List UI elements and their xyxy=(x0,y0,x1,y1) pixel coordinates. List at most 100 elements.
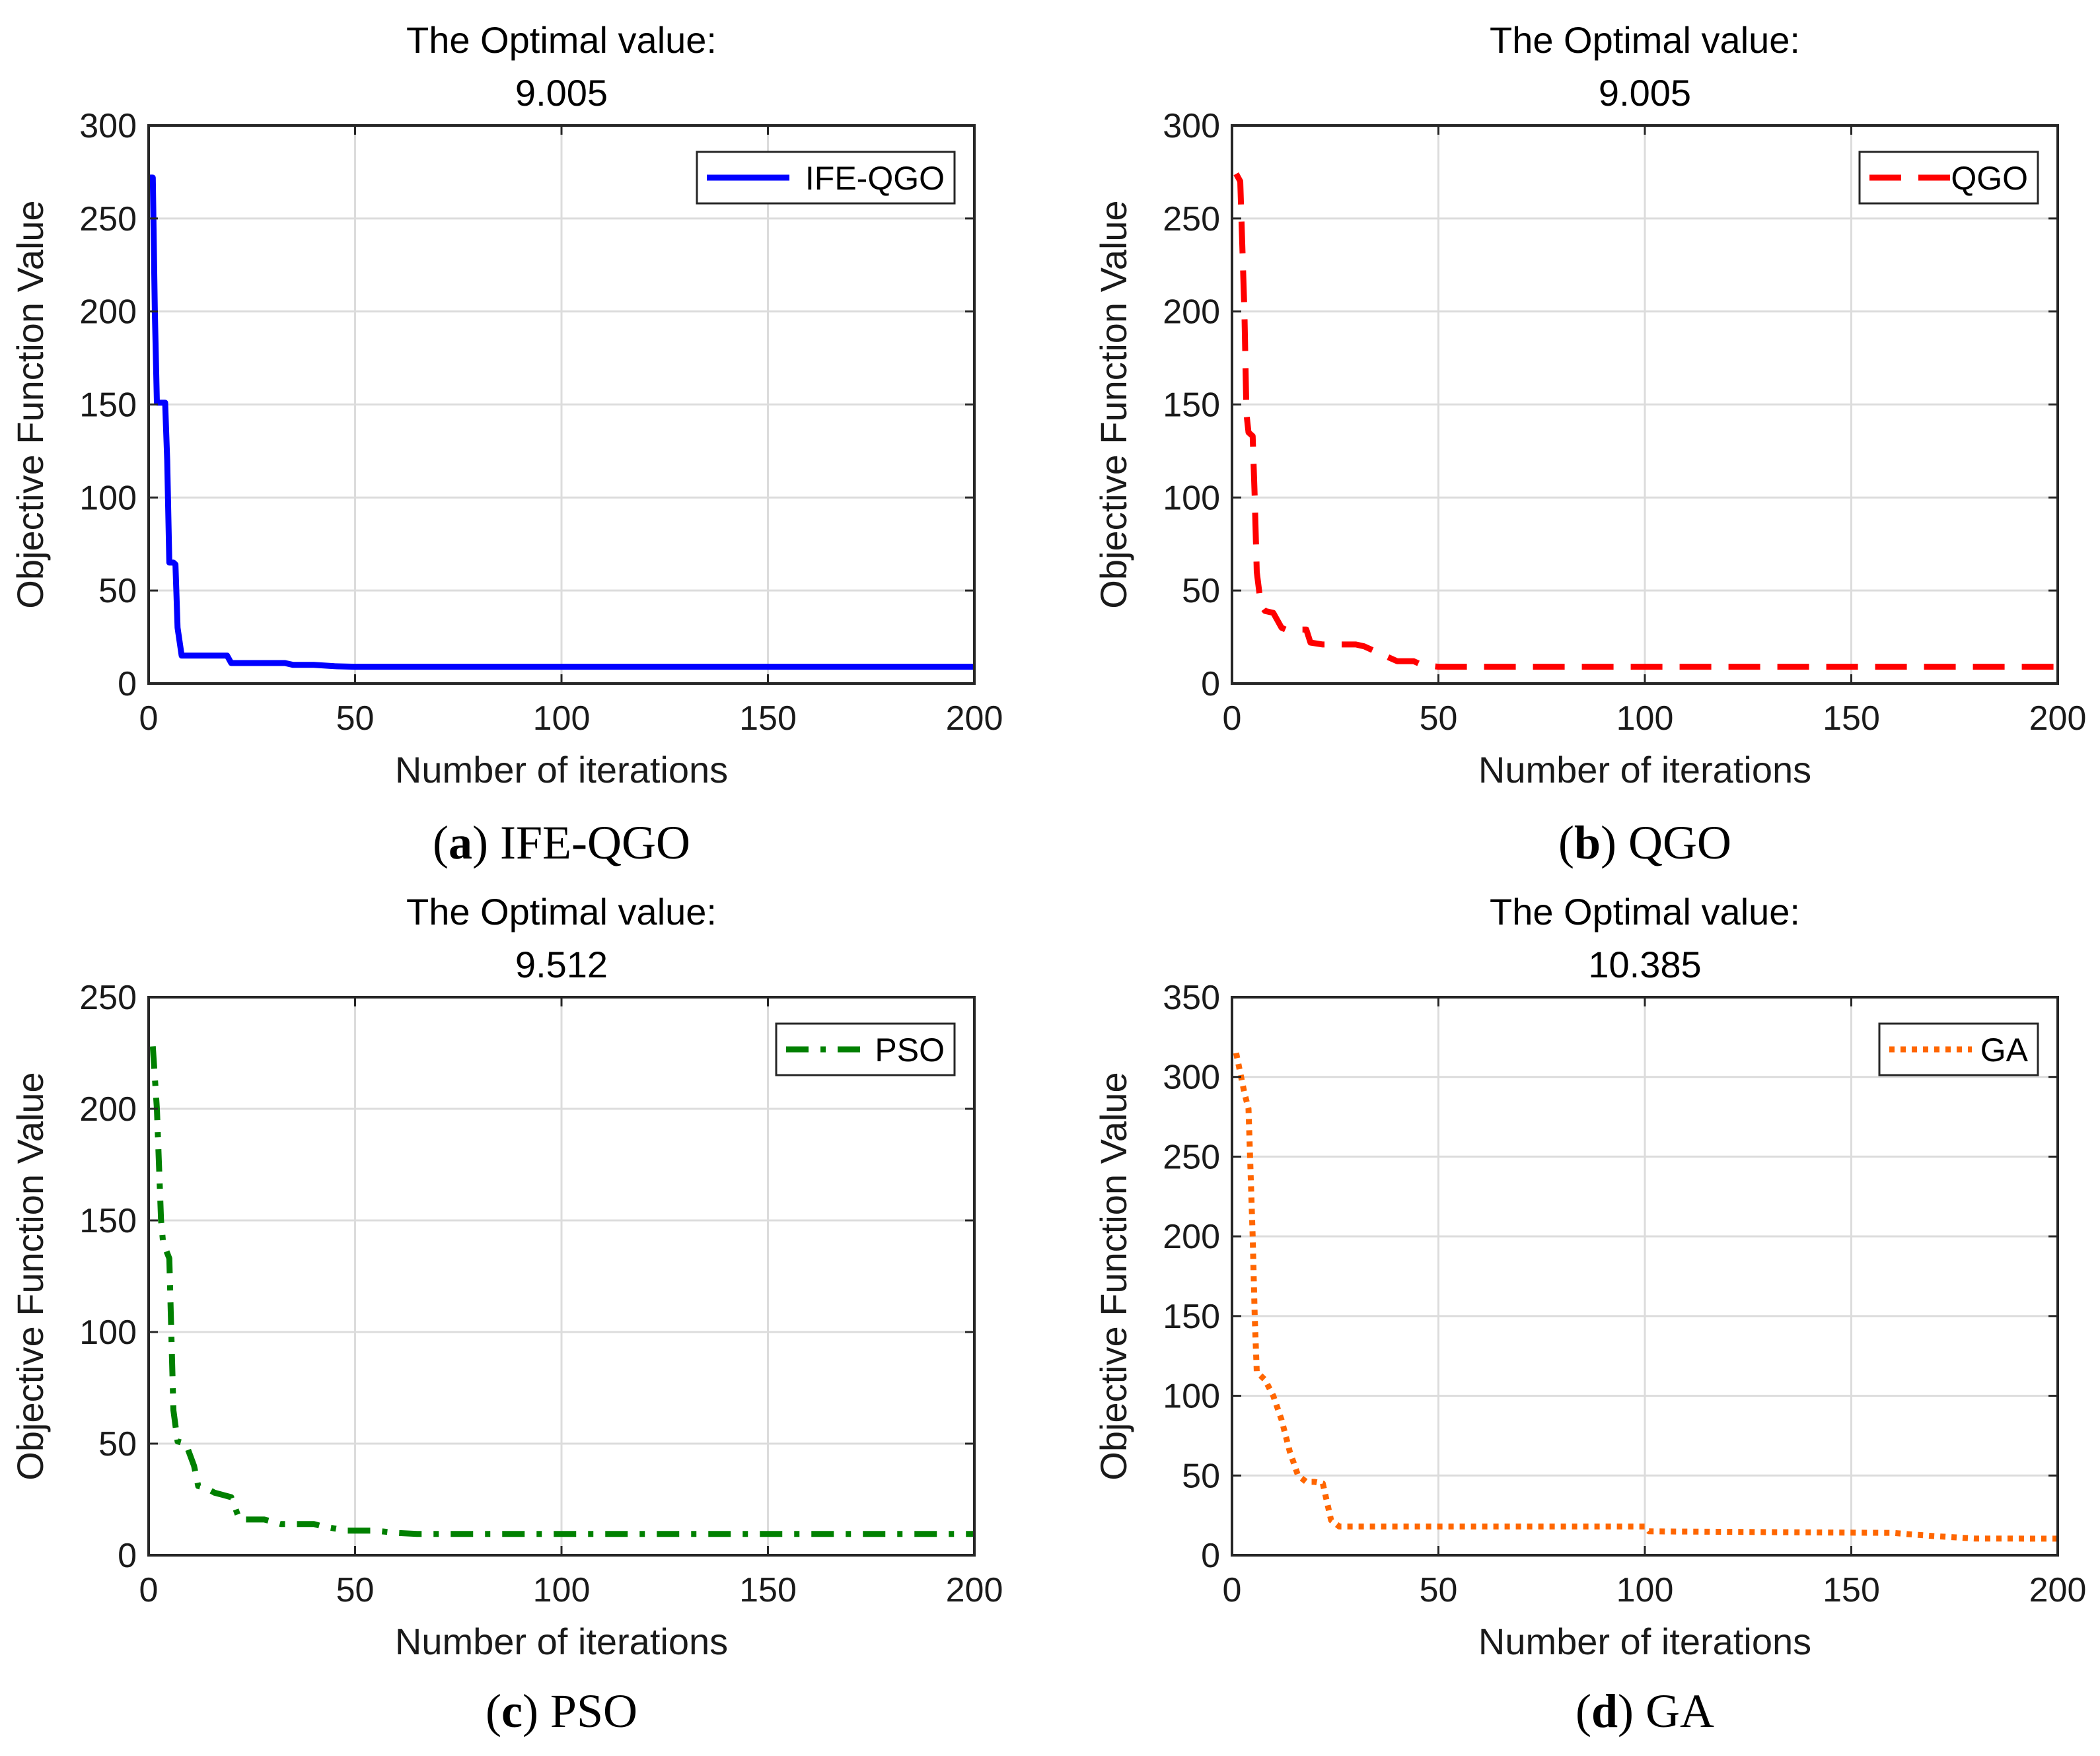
y-tick-label: 200 xyxy=(79,293,137,332)
legend-label: QGO xyxy=(1951,160,2028,197)
chart-title-value: 9.005 xyxy=(1599,72,1691,114)
y-tick-label: 50 xyxy=(1182,1457,1220,1495)
legend: IFE-QGO xyxy=(696,151,956,205)
y-tick-label: 200 xyxy=(1163,1218,1220,1256)
caption-paren-close: ) xyxy=(1601,816,1628,869)
y-tick-label: 300 xyxy=(1163,1059,1220,1097)
panel-c: The Optimal value: 9.512 0 50 100 150 200 0 50 10… xyxy=(9,891,1003,1738)
chart-title-value: 9.005 xyxy=(515,72,608,114)
y-tick-label: 100 xyxy=(1163,1378,1220,1416)
caption-letter: b xyxy=(1574,816,1601,869)
legend: QGO xyxy=(1858,151,2039,205)
caption-paren-close: ) xyxy=(523,1685,550,1738)
caption-letter: a xyxy=(449,816,472,869)
panel-caption: (a) IFE-QGO xyxy=(433,816,690,869)
y-tick-label: 200 xyxy=(79,1090,137,1129)
x-tick-label: 50 xyxy=(336,699,375,738)
y-tick-label: 200 xyxy=(1163,293,1220,332)
x-tick-label: 0 xyxy=(139,699,159,738)
x-axis-label: Number of iterations xyxy=(1478,749,1811,790)
caption-paren-open: ( xyxy=(1558,816,1574,869)
y-tick-label: 150 xyxy=(1163,386,1220,425)
caption-name: QGO xyxy=(1628,816,1731,869)
caption-paren-close: ) xyxy=(472,816,500,869)
y-axis-label: Objective Function Value xyxy=(1093,200,1134,608)
y-tick-label: 50 xyxy=(98,1425,137,1463)
x-tick-label: 0 xyxy=(1223,1571,1242,1609)
series-line-qgo xyxy=(1233,172,2058,670)
x-tick-label: 50 xyxy=(1420,699,1458,738)
chart-title-line1: The Optimal value: xyxy=(1490,891,1800,932)
x-tick-label: 200 xyxy=(2029,699,2087,738)
caption-name: PSO xyxy=(550,1685,637,1738)
x-tick-label: 100 xyxy=(1616,1571,1674,1609)
caption-paren-open: ( xyxy=(1575,1685,1591,1738)
y-tick-label: 100 xyxy=(79,479,137,517)
y-tick-label: 250 xyxy=(1163,200,1220,238)
x-tick-label: 0 xyxy=(139,1571,159,1609)
caption-paren-open: ( xyxy=(486,1685,501,1738)
y-tick-label: 250 xyxy=(1163,1138,1220,1176)
y-tick-label: 100 xyxy=(79,1314,137,1352)
y-tick-label: 350 xyxy=(1163,979,1220,1017)
legend: PSO xyxy=(775,1022,956,1076)
series-line-ga xyxy=(1233,1052,2058,1542)
y-axis-label: Objective Function Value xyxy=(1093,1072,1134,1480)
caption-paren-open: ( xyxy=(433,816,449,869)
x-axis-label: Number of iterations xyxy=(395,1621,728,1662)
x-tick-label: 150 xyxy=(739,1571,797,1609)
x-tick-label: 100 xyxy=(533,1571,591,1609)
legend: GA xyxy=(1878,1022,2039,1076)
panel-caption: (d) GA xyxy=(1575,1685,1714,1738)
panel-caption: (b) QGO xyxy=(1558,816,1731,869)
y-axis-label: Objective Function Value xyxy=(9,1072,51,1480)
x-tick-label: 150 xyxy=(739,699,797,738)
x-axis-label: Number of iterations xyxy=(395,749,728,790)
x-tick-label: 150 xyxy=(1823,1571,1880,1609)
caption-name: IFE-QGO xyxy=(500,816,690,869)
panel-a: The Optimal value: 9.005 0 50 100 150 200 0 50 10… xyxy=(9,19,1003,869)
panel-caption: (c) PSO xyxy=(486,1685,637,1738)
legend-label: GA xyxy=(1980,1032,2029,1069)
x-tick-label: 0 xyxy=(1223,699,1242,738)
x-tick-label: 200 xyxy=(2029,1571,2087,1609)
panel-b: The Optimal value: 9.005 0 50 100 150 200 0 50 10… xyxy=(1093,19,2086,869)
y-tick-label: 250 xyxy=(79,979,137,1017)
chart-title-line1: The Optimal value: xyxy=(406,891,717,932)
chart-title-value: 10.385 xyxy=(1588,944,1701,985)
y-tick-label: 50 xyxy=(98,572,137,610)
caption-paren-close: ) xyxy=(1618,1685,1646,1738)
legend-label: IFE-QGO xyxy=(805,160,945,197)
y-tick-label: 300 xyxy=(1163,107,1220,145)
series-line-ife-qgo xyxy=(149,174,974,670)
y-tick-label: 150 xyxy=(79,1202,137,1240)
y-tick-label: 50 xyxy=(1182,572,1220,610)
y-tick-label: 0 xyxy=(1201,1537,1220,1575)
caption-name: GA xyxy=(1646,1685,1714,1738)
caption-letter: d xyxy=(1591,1685,1618,1738)
x-axis-label: Number of iterations xyxy=(1478,1621,1811,1662)
y-tick-label: 150 xyxy=(1163,1298,1220,1336)
series-line-pso xyxy=(149,1046,974,1537)
x-tick-label: 100 xyxy=(533,699,591,738)
caption-letter: c xyxy=(501,1685,523,1738)
y-tick-label: 150 xyxy=(79,386,137,425)
chart-title-line1: The Optimal value: xyxy=(1490,19,1800,61)
y-tick-label: 250 xyxy=(79,200,137,238)
x-tick-label: 200 xyxy=(946,699,1003,738)
chart-title-line1: The Optimal value: xyxy=(406,19,717,61)
y-tick-label: 0 xyxy=(1201,665,1220,703)
x-tick-label: 150 xyxy=(1823,699,1880,738)
y-axis-label: Objective Function Value xyxy=(9,200,51,608)
y-tick-label: 0 xyxy=(118,665,137,703)
y-tick-label: 300 xyxy=(79,107,137,145)
legend-label: PSO xyxy=(875,1032,945,1069)
chart-title-value: 9.512 xyxy=(515,944,608,985)
panel-d: The Optimal value: 10.385 0 50 100 150 200 0 50 1… xyxy=(1093,891,2086,1738)
x-tick-label: 100 xyxy=(1616,699,1674,738)
x-tick-label: 50 xyxy=(336,1571,375,1609)
x-tick-label: 50 xyxy=(1420,1571,1458,1609)
y-tick-label: 0 xyxy=(118,1537,137,1575)
x-tick-label: 200 xyxy=(946,1571,1003,1609)
